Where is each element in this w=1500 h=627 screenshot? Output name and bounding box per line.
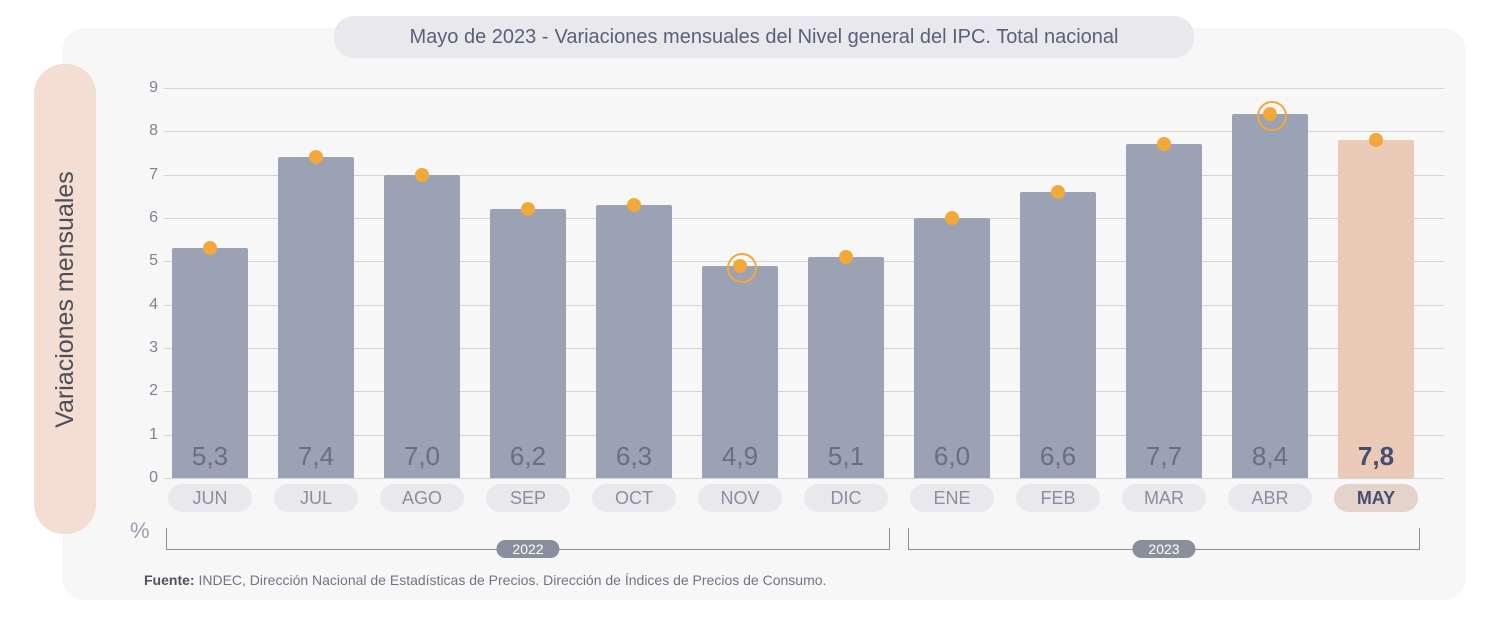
bar-value-label: 7,8: [1338, 441, 1414, 472]
month-label: DIC: [804, 484, 888, 512]
y-tick-label: 8: [136, 122, 158, 140]
bar-value-label: 4,9: [702, 441, 778, 472]
bar: [596, 205, 672, 478]
bar-value-label: 6,0: [914, 441, 990, 472]
bar: [914, 218, 990, 478]
bar: [278, 157, 354, 478]
month-axis: JUN JUL AGO SEP OCT NOV DIC ENE FEB MAR ABR MAY: [164, 484, 1444, 516]
data-marker: [521, 202, 535, 216]
y-tick-label: 3: [136, 339, 158, 357]
bar-value-label: 7,0: [384, 441, 460, 472]
bar-slot: 6,6: [1020, 88, 1096, 478]
footer-lead: Fuente:: [144, 572, 195, 588]
data-marker: [627, 198, 641, 212]
y-axis-label-strip: Variaciones mensuales: [34, 64, 96, 534]
chart-frame: Variaciones mensuales Mayo de 2023 - Var…: [34, 28, 1466, 600]
data-marker: [945, 211, 959, 225]
gridline: [164, 478, 1444, 479]
year-bracket: 2022: [166, 528, 890, 550]
bar-value-label: 6,3: [596, 441, 672, 472]
month-label: FEB: [1016, 484, 1100, 512]
month-label: SEP: [486, 484, 570, 512]
month-label: ABR: [1228, 484, 1312, 512]
month-label: JUN: [168, 484, 252, 512]
plot-area: 0123456789 5,37,47,06,26,34,95,16,06,67,…: [164, 88, 1444, 478]
year-label: 2023: [1132, 540, 1195, 558]
month-label: MAY: [1334, 484, 1418, 512]
bar-slot: 5,1: [808, 88, 884, 478]
year-label: 2022: [496, 540, 559, 558]
bar-slot: 4,9: [702, 88, 778, 478]
bar-value-label: 7,7: [1126, 441, 1202, 472]
month-label: JUL: [274, 484, 358, 512]
bar-value-label: 8,4: [1232, 441, 1308, 472]
bar-value-label: 7,4: [278, 441, 354, 472]
month-label: MAR: [1122, 484, 1206, 512]
bar: [1020, 192, 1096, 478]
bar: [384, 175, 460, 478]
chart-title-pill: Mayo de 2023 - Variaciones mensuales del…: [334, 16, 1194, 58]
bar-slot: 6,0: [914, 88, 990, 478]
month-label: ENE: [910, 484, 994, 512]
y-tick-label: 0: [136, 469, 158, 487]
y-tick-label: 4: [136, 296, 158, 314]
data-marker: [415, 168, 429, 182]
bar-slot: 5,3: [172, 88, 248, 478]
data-marker: [1369, 133, 1383, 147]
y-axis-label: Variaciones mensuales: [51, 171, 80, 428]
bar-slot: 6,2: [490, 88, 566, 478]
month-label: AGO: [380, 484, 464, 512]
month-label: NOV: [698, 484, 782, 512]
data-marker: [203, 241, 217, 255]
y-tick-label: 1: [136, 426, 158, 444]
bar: [1338, 140, 1414, 478]
footer-rest: INDEC, Dirección Nacional de Estadística…: [195, 572, 827, 588]
y-tick-label: 7: [136, 166, 158, 184]
bar-value-label: 5,3: [172, 441, 248, 472]
data-marker: [1051, 185, 1065, 199]
data-marker: [1157, 137, 1171, 151]
bar-value-label: 6,2: [490, 441, 566, 472]
month-label: OCT: [592, 484, 676, 512]
bar: [1126, 144, 1202, 478]
data-marker: [839, 250, 853, 264]
data-marker: [733, 259, 747, 273]
chart-title-lead: Mayo de 2023 -: [409, 26, 548, 49]
y-tick-label: 6: [136, 209, 158, 227]
bar-value-label: 5,1: [808, 441, 884, 472]
percent-symbol: %: [130, 518, 150, 544]
bar: [1232, 114, 1308, 478]
chart-title-rest: Variaciones mensuales del Nivel general …: [554, 26, 1118, 49]
year-bracket: 2023: [908, 528, 1420, 550]
bar-slot: 8,4: [1232, 88, 1308, 478]
y-tick-label: 9: [136, 79, 158, 97]
bar-slot: 6,3: [596, 88, 672, 478]
bar: [490, 209, 566, 478]
bar-slot: 7,4: [278, 88, 354, 478]
bar-value-label: 6,6: [1020, 441, 1096, 472]
data-marker: [1263, 107, 1277, 121]
y-tick-label: 2: [136, 382, 158, 400]
data-marker: [309, 150, 323, 164]
bar-slot: 7,0: [384, 88, 460, 478]
chart-footer: Fuente: INDEC, Dirección Nacional de Est…: [144, 572, 826, 588]
y-tick-label: 5: [136, 252, 158, 270]
